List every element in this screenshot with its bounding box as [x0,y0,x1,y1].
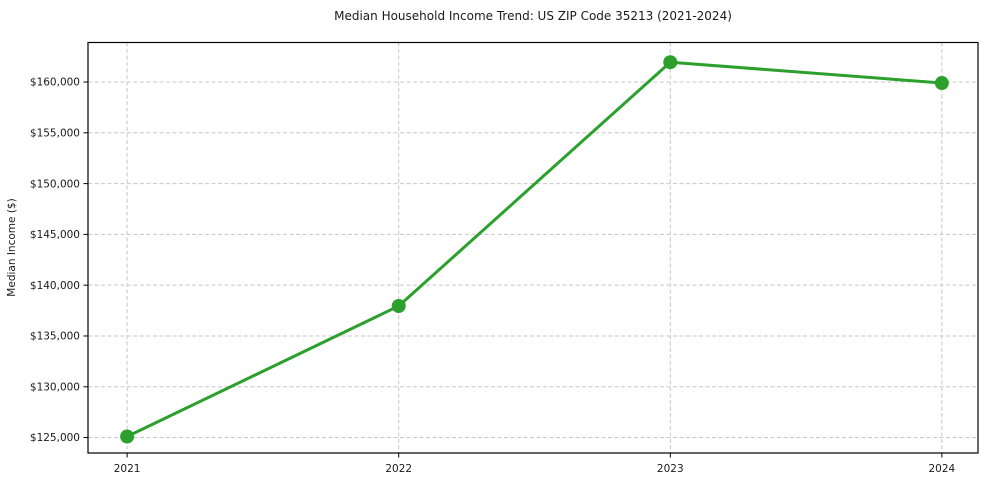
x-tick-label: 2023 [657,463,684,475]
y-tick-label: $160,000 [30,77,80,89]
data-point [663,55,678,70]
plot-border [87,41,979,454]
data-point [391,299,406,314]
spine-layer [87,41,979,454]
grid-layer [88,42,978,453]
y-tick-label: $130,000 [30,381,80,393]
trend-line [125,60,944,439]
y-tick-label: $145,000 [30,229,80,241]
y-tick-label: $140,000 [30,280,80,292]
y-tick-label: $125,000 [30,432,80,444]
x-tick-label: 2022 [385,463,412,475]
data-point [934,76,949,91]
x-tick-label: 2021 [114,463,141,475]
chart-title: Median Household Income Trend: US ZIP Co… [334,9,732,23]
y-tick-label: $135,000 [30,331,80,343]
y-tick-label: $150,000 [30,178,80,190]
tick-layer: $125,000 $130,000 $135,000 $140,000 $145,000… [30,77,956,475]
x-tick-label: 2024 [929,463,956,475]
y-axis-label: Median Income ($) [6,198,18,296]
series-layer [120,55,949,444]
data-point [120,429,135,444]
y-tick-label: $155,000 [30,127,80,139]
